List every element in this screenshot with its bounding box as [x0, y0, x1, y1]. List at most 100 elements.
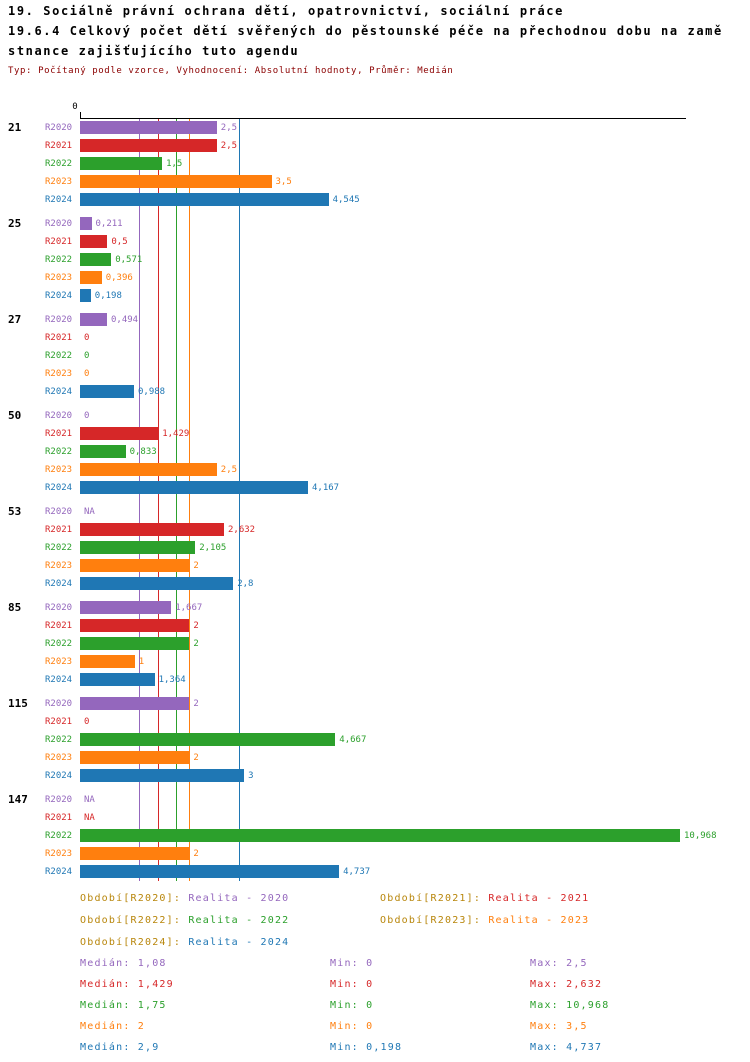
- bar-row-R2024-27: R2024 0,988: [0, 383, 750, 401]
- bar-R2024-85: [80, 673, 155, 686]
- bar-R2021-85: [80, 619, 190, 632]
- bar-row-R2023-85: R2023 1: [0, 653, 750, 671]
- median-line-R2023: [189, 119, 191, 881]
- legend-item-prefix: Období[R2020]:: [80, 893, 189, 904]
- bar-row-R2021-21: R2021 2,5: [0, 137, 750, 155]
- bar-row-R2021-53: R2021 2,632: [0, 521, 750, 539]
- bar-row-R2023-147: R2023 2: [0, 845, 750, 863]
- category-group-25: 25 R2020 0,211 R2021 0,5 R2022 0,571 R2023 0,396…: [0, 215, 750, 305]
- bar-value-label: 3: [248, 771, 254, 781]
- bar-row-R2020-50: 50 R2020 0: [0, 407, 750, 425]
- axis-line: [80, 118, 686, 119]
- series-row-label: R2023: [45, 369, 73, 379]
- series-row-label: R2020: [45, 411, 73, 421]
- bar-value-label: 3,5: [275, 177, 292, 187]
- bar-R2020-115: [80, 697, 190, 710]
- bar-value-label: 4,167: [312, 483, 340, 493]
- bar-R2024-115: [80, 769, 245, 782]
- series-row-label: R2023: [45, 657, 73, 667]
- bar-row-R2023-53: R2023 2: [0, 557, 750, 575]
- bar-row-R2022-25: R2022 0,571: [0, 251, 750, 269]
- bar-row-R2022-147: R2022 10,968: [0, 827, 750, 845]
- bar-row-R2023-50: R2023 2,5: [0, 461, 750, 479]
- bar-row-R2020-27: 27 R2020 0,494: [0, 311, 750, 329]
- bar-value-label: 4,737: [343, 867, 371, 877]
- series-row-label: R2020: [45, 507, 73, 517]
- series-row-label: R2024: [45, 675, 73, 685]
- axis-tick: [80, 112, 81, 119]
- median-line-R2021: [158, 119, 160, 881]
- bar-R2024-21: [80, 193, 329, 206]
- bar-row-R2021-85: R2021 2: [0, 617, 750, 635]
- legend: Období[R2020]: Realita - 2020 Období[R202…: [0, 893, 750, 959]
- series-row-label: R2024: [45, 387, 73, 397]
- bar-R2024-27: [80, 385, 134, 398]
- median-line-R2024: [238, 119, 240, 881]
- stat-median-R2022: Medián: 1,75: [80, 1000, 167, 1011]
- stat-median-R2023: Medián: 2: [80, 1021, 145, 1032]
- bar-row-R2021-27: R2021 0: [0, 329, 750, 347]
- legend-item-value: Realita - 2020: [188, 893, 290, 904]
- bar-value-label: 2,5: [220, 465, 238, 475]
- legend-item-prefix: Období[R2021]:: [380, 893, 489, 904]
- bar-R2023-147: [80, 847, 190, 860]
- bar-value-label: 0: [84, 717, 90, 727]
- bar-value-label: 0,5: [111, 237, 128, 247]
- bar-row-R2020-115: 115 R2020 2: [0, 695, 750, 713]
- bar-R2020-27: [80, 313, 107, 326]
- category-group-85: 85 R2020 1,667 R2021 2 R2022 2 R2023 1 R2024 1,364: [0, 599, 750, 689]
- bar-row-R2022-115: R2022 4,667: [0, 731, 750, 749]
- chart-title-line-2: 19.6.4 Celkový počet dětí svěřených do p…: [8, 24, 723, 38]
- bar-R2020-85: [80, 601, 172, 614]
- bar-row-R2023-115: R2023 2: [0, 749, 750, 767]
- bar-value-label: 0,198: [94, 291, 122, 301]
- bar-value-label: 4,545: [332, 195, 360, 205]
- series-row-label: R2022: [45, 639, 73, 649]
- bar-value-label: 2,8: [237, 579, 254, 589]
- bar-R2024-147: [80, 865, 340, 878]
- bar-R2022-115: [80, 733, 336, 746]
- chart-title-line-1: 19. Sociálně právní ochrana dětí, opatro…: [8, 4, 564, 18]
- legend-item-value: Realita - 2022: [188, 915, 290, 926]
- bar-R2022-21: [80, 157, 163, 170]
- bar-value-label: 0,494: [111, 315, 139, 325]
- bar-R2022-85: [80, 637, 190, 650]
- bar-R2021-21: [80, 139, 217, 152]
- bar-row-R2020-85: 85 R2020 1,667: [0, 599, 750, 617]
- series-row-label: R2020: [45, 603, 73, 613]
- series-row-label: R2020: [45, 123, 73, 133]
- bar-R2020-25: [80, 217, 92, 230]
- bar-R2022-50: [80, 445, 126, 458]
- bar-R2022-147: [80, 829, 680, 842]
- stat-min-R2021: Min: 0: [330, 979, 374, 990]
- stats-panel: Medián: 1,08 Min: 0 Max: 2,5 Medián: 1,429 M…: [0, 958, 750, 1062]
- bar-row-R2024-50: R2024 4,167: [0, 479, 750, 497]
- bar-R2024-50: [80, 481, 308, 494]
- legend-item-prefix: Období[R2023]:: [380, 915, 489, 926]
- bar-R2022-25: [80, 253, 112, 266]
- series-row-label: R2024: [45, 483, 73, 493]
- stat-median-R2020: Medián: 1,08: [80, 958, 167, 969]
- bar-value-label: 1,5: [166, 159, 183, 169]
- bar-row-R2022-50: R2022 0,833: [0, 443, 750, 461]
- series-row-label: R2023: [45, 753, 73, 763]
- median-line-R2022: [175, 119, 177, 881]
- series-row-label: R2023: [45, 465, 73, 475]
- series-row-label: R2023: [45, 561, 73, 571]
- stat-max-R2022: Max: 10,968: [530, 1000, 610, 1011]
- bar-value-label: 1,429: [162, 429, 190, 439]
- category-label: 115: [8, 697, 28, 710]
- bar-value-label: 2,105: [199, 543, 227, 553]
- bar-row-R2022-53: R2022 2,105: [0, 539, 750, 557]
- series-row-label: R2022: [45, 735, 73, 745]
- bar-R2023-85: [80, 655, 135, 668]
- series-row-label: R2021: [45, 141, 73, 151]
- series-row-label: R2020: [45, 219, 73, 229]
- series-row-label: R2021: [45, 237, 73, 247]
- bar-row-R2020-21: 21 R2020 2,5: [0, 119, 750, 137]
- bar-row-R2022-85: R2022 2: [0, 635, 750, 653]
- category-label: 25: [8, 217, 22, 230]
- bar-value-label: 4,667: [339, 735, 367, 745]
- bar-R2020-21: [80, 121, 217, 134]
- series-row-label: R2023: [45, 273, 73, 283]
